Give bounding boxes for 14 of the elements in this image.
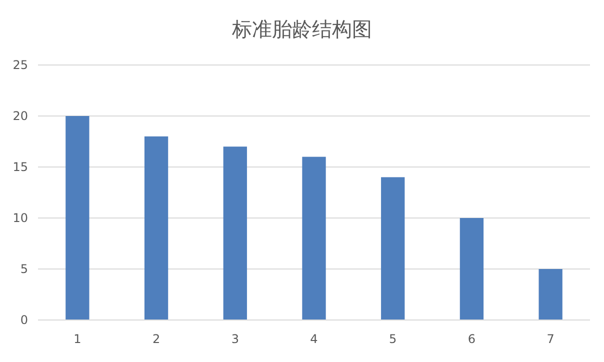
y-tick-label: 15: [12, 160, 28, 174]
x-tick-label: 6: [468, 332, 476, 346]
x-tick-label: 2: [152, 332, 160, 346]
y-tick-label: 10: [12, 211, 28, 225]
x-tick-label: 1: [74, 332, 82, 346]
y-tick-label: 25: [12, 58, 28, 72]
x-tick-label: 7: [546, 332, 554, 346]
x-tick-label: 4: [310, 332, 318, 346]
x-tick-label: 3: [231, 332, 239, 346]
title: 标准胎龄结构图: [232, 17, 372, 41]
x-tick-label: 5: [389, 332, 397, 346]
y-tick-label: 5: [20, 262, 28, 276]
y-tick-label: 20: [12, 109, 28, 123]
y-tick-label: 0: [20, 313, 28, 327]
